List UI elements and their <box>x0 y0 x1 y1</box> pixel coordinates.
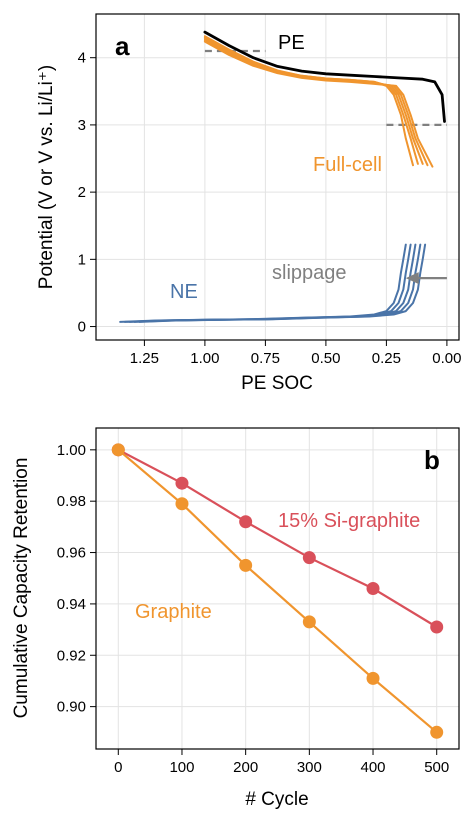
panel-b-y-axis-label: Cumulative Capacity Retention <box>11 458 32 719</box>
ne-curve <box>119 243 407 323</box>
y-tick-label: 0 <box>78 319 86 336</box>
panel-a-y-ticks: 0 1 2 3 4 <box>78 50 96 336</box>
y-tick-label: 0.90 <box>57 699 86 716</box>
full-cell-annotation: Full-cell <box>313 154 382 176</box>
ne-curve <box>138 243 427 323</box>
y-tick-label: 0.94 <box>57 596 86 613</box>
panel-a-grid <box>96 14 459 340</box>
panel-b: 0 100 200 300 400 500 0.90 0.92 0.94 0.96 0.98 1.0… <box>11 427 460 810</box>
ne-annotation: NE <box>170 281 198 303</box>
panel-a-x-ticks: 1.25 1.00 0.75 0.50 0.25 0.00 <box>130 340 462 367</box>
slippage-arrow <box>405 272 447 285</box>
panel-b-y-ticks: 0.90 0.92 0.94 0.96 0.98 1.00 <box>57 442 96 716</box>
panel-b-x-axis-label: # Cycle <box>245 789 308 810</box>
panel-a-label: a <box>115 31 130 61</box>
y-tick-label: 3 <box>78 117 86 134</box>
y-tick-label: 0.96 <box>57 545 86 562</box>
x-tick-label: 100 <box>169 759 194 776</box>
x-tick-label: 1.00 <box>190 350 219 367</box>
data-point <box>111 443 125 457</box>
x-tick-label: 0.50 <box>311 350 340 367</box>
panel-a-series <box>119 30 446 323</box>
slippage-annotation: slippage <box>272 262 347 284</box>
pe-curve <box>203 30 446 123</box>
y-tick-label: 1 <box>78 251 86 268</box>
data-point <box>366 582 380 595</box>
y-tick-label: 0.98 <box>57 493 86 510</box>
x-tick-label: 200 <box>233 759 258 776</box>
y-tick-label: 1.00 <box>57 442 86 459</box>
y-tick-label: 2 <box>78 184 86 201</box>
x-tick-label: 500 <box>424 759 449 776</box>
panel-a-y-axis-label: Potential (V or V vs. Li/Li⁺) <box>36 65 57 289</box>
graphite-label: Graphite <box>135 601 212 623</box>
data-point <box>302 551 316 565</box>
data-point <box>430 725 444 739</box>
data-point <box>175 497 189 511</box>
full-cell-curve <box>203 40 434 168</box>
ne-curve <box>124 243 412 323</box>
x-tick-label: 0.75 <box>251 350 280 367</box>
slippage-arrow-head <box>405 272 419 285</box>
x-tick-label: 0.25 <box>372 350 401 367</box>
retention-line <box>117 448 438 734</box>
data-point <box>175 476 189 490</box>
y-tick-label: 4 <box>78 50 86 67</box>
panel-a-x-axis-label: PE SOC <box>241 373 313 394</box>
panel-b-label: b <box>424 445 440 475</box>
x-tick-label: 0 <box>114 759 122 776</box>
panel-b-series <box>111 443 444 739</box>
data-point <box>430 620 444 634</box>
panel-b-x-ticks: 0 100 200 300 400 500 <box>114 749 449 776</box>
x-tick-label: 0.00 <box>432 350 461 367</box>
data-point <box>239 515 253 529</box>
data-point <box>239 558 253 572</box>
panel-a-frame <box>95 13 460 341</box>
y-tick-label: 0.92 <box>57 647 86 664</box>
panel-b-frame <box>95 427 460 750</box>
x-tick-label: 300 <box>297 759 322 776</box>
retention-line <box>117 448 438 628</box>
x-tick-label: 1.25 <box>130 350 159 367</box>
x-tick-label: 400 <box>361 759 386 776</box>
data-point <box>302 615 316 629</box>
panel-a: 1.25 1.00 0.75 0.50 0.25 0.00 0 1 2 3 4 a PE Full… <box>36 13 462 394</box>
si-graphite-label: 15% Si-graphite <box>278 510 420 532</box>
pe-annotation: PE <box>278 32 305 54</box>
panel-a-cutoff-lines <box>204 49 447 127</box>
data-point <box>366 671 380 685</box>
